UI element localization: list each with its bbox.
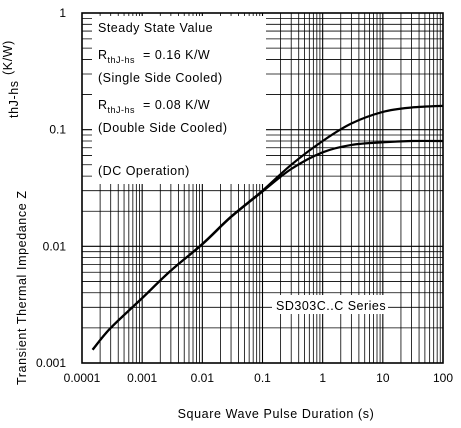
annotation-steady-state: Steady State Value bbox=[98, 21, 213, 35]
r1-value: = 0.16 K/W bbox=[143, 48, 210, 62]
x-tick-label: 0.001 bbox=[127, 371, 157, 385]
plot-frame bbox=[81, 12, 444, 364]
y-tick-label: 0.1 bbox=[49, 123, 66, 137]
r1-subscript: thJ-hs bbox=[108, 55, 136, 65]
impedance-curves bbox=[91, 104, 444, 351]
x-tick-label: 0.01 bbox=[191, 371, 215, 385]
r2-subscript: thJ-hs bbox=[108, 105, 136, 115]
y-axis-unit: (K/W) bbox=[1, 40, 15, 75]
x-tick-label: 0.0001 bbox=[64, 371, 101, 385]
y-axis-title-unit: (K/W) bbox=[1, 40, 15, 75]
x-tick-label: 0.1 bbox=[254, 371, 271, 385]
x-axis-title: Square Wave Pulse Duration (s) bbox=[178, 407, 375, 421]
annotation-double-side: (Double Side Cooled) bbox=[98, 121, 228, 135]
y-tick-label: 0.001 bbox=[36, 356, 66, 370]
x-tick-label: 10 bbox=[376, 371, 390, 385]
x-tick-label: 100 bbox=[433, 371, 453, 385]
annotation-background bbox=[92, 16, 266, 184]
y-axis-subscript: thJ-hs bbox=[7, 80, 21, 118]
impedance-curve-2 bbox=[91, 139, 444, 351]
y-axis-title: Transient Thermal Impedance Z bbox=[15, 190, 29, 385]
r2-symbol: R bbox=[98, 98, 108, 112]
r2-value: = 0.08 K/W bbox=[143, 98, 210, 112]
y-axis-title-subscript: thJ-hs bbox=[7, 80, 21, 118]
annotation-resistance-double: RthJ-hs = 0.08 K/W bbox=[98, 98, 210, 115]
y-tick-label: 0.01 bbox=[43, 239, 67, 253]
series-label: SD303C..C Series bbox=[276, 299, 386, 313]
annotation-resistance-single: RthJ-hs = 0.16 K/W bbox=[98, 48, 210, 65]
x-tick-label: 1 bbox=[319, 371, 326, 385]
r1-symbol: R bbox=[98, 48, 108, 62]
annotation-dc-operation: (DC Operation) bbox=[98, 164, 190, 178]
y-tick-label: 1 bbox=[59, 6, 66, 20]
annotation-single-side: (Single Side Cooled) bbox=[98, 71, 223, 85]
y-axis-title-main: Transient Thermal Impedance Z bbox=[15, 190, 29, 385]
series-label-background bbox=[272, 295, 388, 314]
